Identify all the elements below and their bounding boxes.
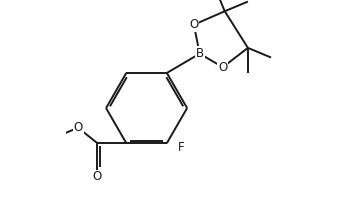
Text: O: O xyxy=(73,121,83,134)
Text: O: O xyxy=(189,18,198,31)
Text: F: F xyxy=(178,141,184,154)
Text: O: O xyxy=(218,61,227,74)
Text: O: O xyxy=(93,170,102,183)
Text: B: B xyxy=(196,47,204,60)
